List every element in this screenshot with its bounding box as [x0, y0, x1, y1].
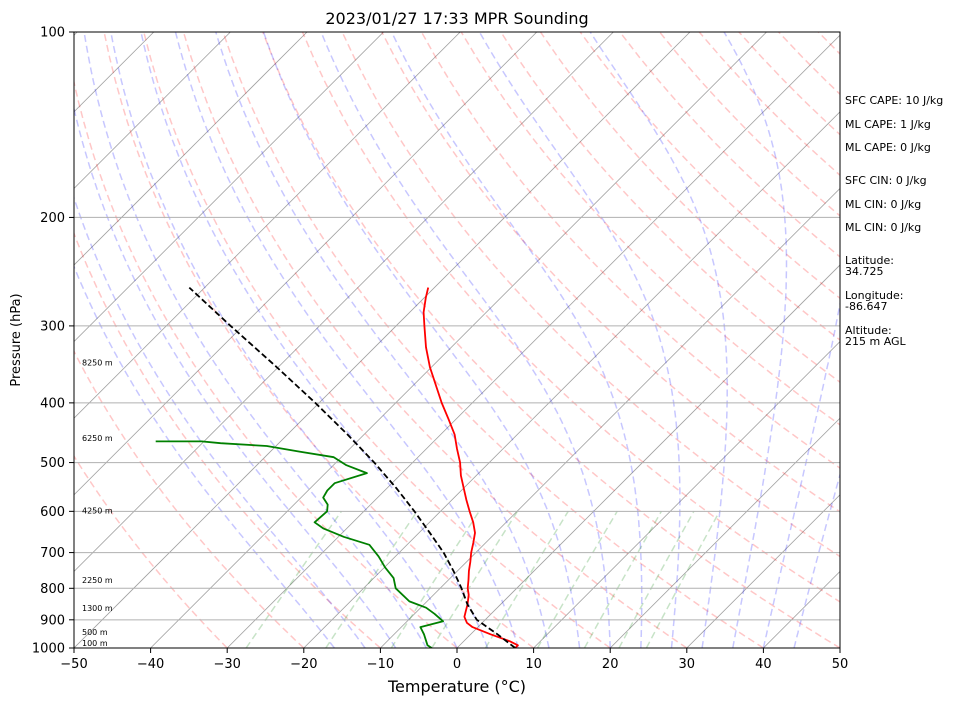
isotherm-line [303, 111, 840, 648]
x-tick-label: −10 [367, 657, 394, 672]
dry-adiabat-line [301, 32, 840, 603]
dry-adiabat-line [460, 32, 840, 426]
y-tick-label: 400 [40, 396, 65, 411]
ml-cin-text-2: ML CIN: 0 J/kg [845, 221, 922, 234]
dry-adiabat-line [74, 349, 305, 648]
dry-adiabat-line [579, 32, 840, 300]
dry-adiabat-line [74, 231, 381, 648]
longitude-label: Longitude: [845, 289, 904, 302]
y-axis-label: Pressure (hPa) [9, 293, 24, 386]
moist-adiabat-line [74, 264, 335, 648]
isotherm-line [74, 32, 308, 266]
y-tick-label: 600 [40, 505, 65, 520]
height-label: 2250 m [82, 576, 113, 585]
mixing-ratio-line [484, 510, 569, 648]
y-tick-label: 500 [40, 456, 65, 471]
isotherm-line [380, 187, 840, 648]
dry-adiabat-line [182, 32, 688, 648]
dry-adiabat-line [74, 79, 458, 648]
isotherm-line [74, 32, 384, 343]
x-tick-label: 20 [602, 657, 619, 672]
mixing-ratio-line [325, 510, 418, 648]
latitude-label: Latitude: [845, 254, 894, 267]
height-label: 8250 m [82, 358, 113, 367]
isotherm-line [609, 417, 840, 648]
isotherm-line [74, 32, 231, 189]
isotherm-line [686, 494, 840, 648]
dry-adiabat-line [381, 32, 840, 513]
height-label: 4250 m [82, 506, 113, 515]
altitude-value: 215 m AGL [845, 335, 906, 348]
dewpoint-trace [155, 440, 445, 648]
moist-adiabat-line [174, 32, 520, 648]
isotherm-line [74, 32, 614, 572]
y-tick-label: 100 [40, 26, 65, 41]
moist-adiabat-line [478, 32, 681, 648]
isotherm-line [0, 32, 1, 648]
x-tick-label: −20 [290, 657, 317, 672]
x-tick-label: 50 [832, 657, 849, 672]
dry-adiabat-line [262, 32, 840, 648]
moist-adiabat-line [83, 32, 428, 648]
moist-adiabat-line [793, 472, 840, 648]
x-tick-label: −40 [137, 657, 164, 672]
moist-adiabat-line [262, 32, 581, 648]
x-tick-label: −50 [60, 657, 87, 672]
dry-adiabat-line [143, 32, 611, 648]
height-label: 6250 m [82, 434, 113, 443]
y-tick-label: 800 [40, 582, 65, 597]
y-tick-label: 700 [40, 546, 65, 561]
parcel-trace [188, 286, 516, 648]
dry-adiabat-line [341, 32, 840, 558]
chart-title: 2023/01/27 17:33 MPR Sounding [325, 9, 588, 28]
isotherm-line [456, 264, 840, 648]
moist-adiabat-line [110, 32, 458, 648]
moist-adiabat-line [74, 105, 397, 648]
dry-adiabat-line [74, 454, 228, 648]
dry-adiabat-line [539, 32, 840, 341]
dry-adiabat-line [222, 32, 764, 648]
dry-adiabat-line [500, 32, 840, 384]
ml-cin-text-1: ML CIN: 0 J/kg [845, 198, 922, 211]
isotherm-line [74, 32, 461, 419]
latitude-value: 34.725 [845, 265, 884, 278]
y-tick-label: 900 [40, 613, 65, 628]
moist-adiabat-line [390, 32, 643, 648]
dry-adiabat-line [103, 32, 535, 648]
mixing-ratio-line [390, 510, 480, 648]
sfc-cape-text: SFC CAPE: 10 J/kg [845, 94, 944, 107]
isotherm-line [226, 34, 840, 648]
mixing-ratio-line [583, 510, 663, 648]
y-tick-label: 300 [40, 319, 65, 334]
x-tick-label: 30 [679, 657, 696, 672]
x-tick-label: 40 [755, 657, 772, 672]
isotherm-line [533, 341, 840, 648]
y-tick-label: 1000 [32, 642, 65, 657]
longitude-value: -86.647 [845, 300, 888, 313]
isotherm-line [74, 32, 691, 648]
moist-adiabat-line [74, 195, 366, 648]
x-axis-label: Temperature (°C) [387, 677, 526, 696]
x-tick-label: 10 [525, 657, 542, 672]
ml-cape-text-1: ML CAPE: 1 J/kg [845, 118, 931, 131]
temperature-trace [422, 287, 519, 648]
height-label: 500 m [82, 628, 108, 637]
isotherm-line [74, 32, 538, 496]
moist-adiabat-line [723, 32, 788, 648]
altitude-label: Altitude: [845, 324, 892, 337]
moist-adiabat-line [762, 300, 840, 648]
x-tick-label: −30 [213, 657, 240, 672]
moist-adiabat-line [215, 32, 550, 648]
x-tick-label: 0 [453, 657, 461, 672]
isotherm-line [150, 32, 767, 648]
height-label: 100 m [82, 639, 108, 648]
height-label: 1300 m [82, 604, 113, 613]
ml-cape-text-2: ML CAPE: 0 J/kg [845, 141, 931, 154]
y-tick-label: 200 [40, 211, 65, 226]
sfc-cin-text: SFC CIN: 0 J/kg [845, 174, 927, 187]
